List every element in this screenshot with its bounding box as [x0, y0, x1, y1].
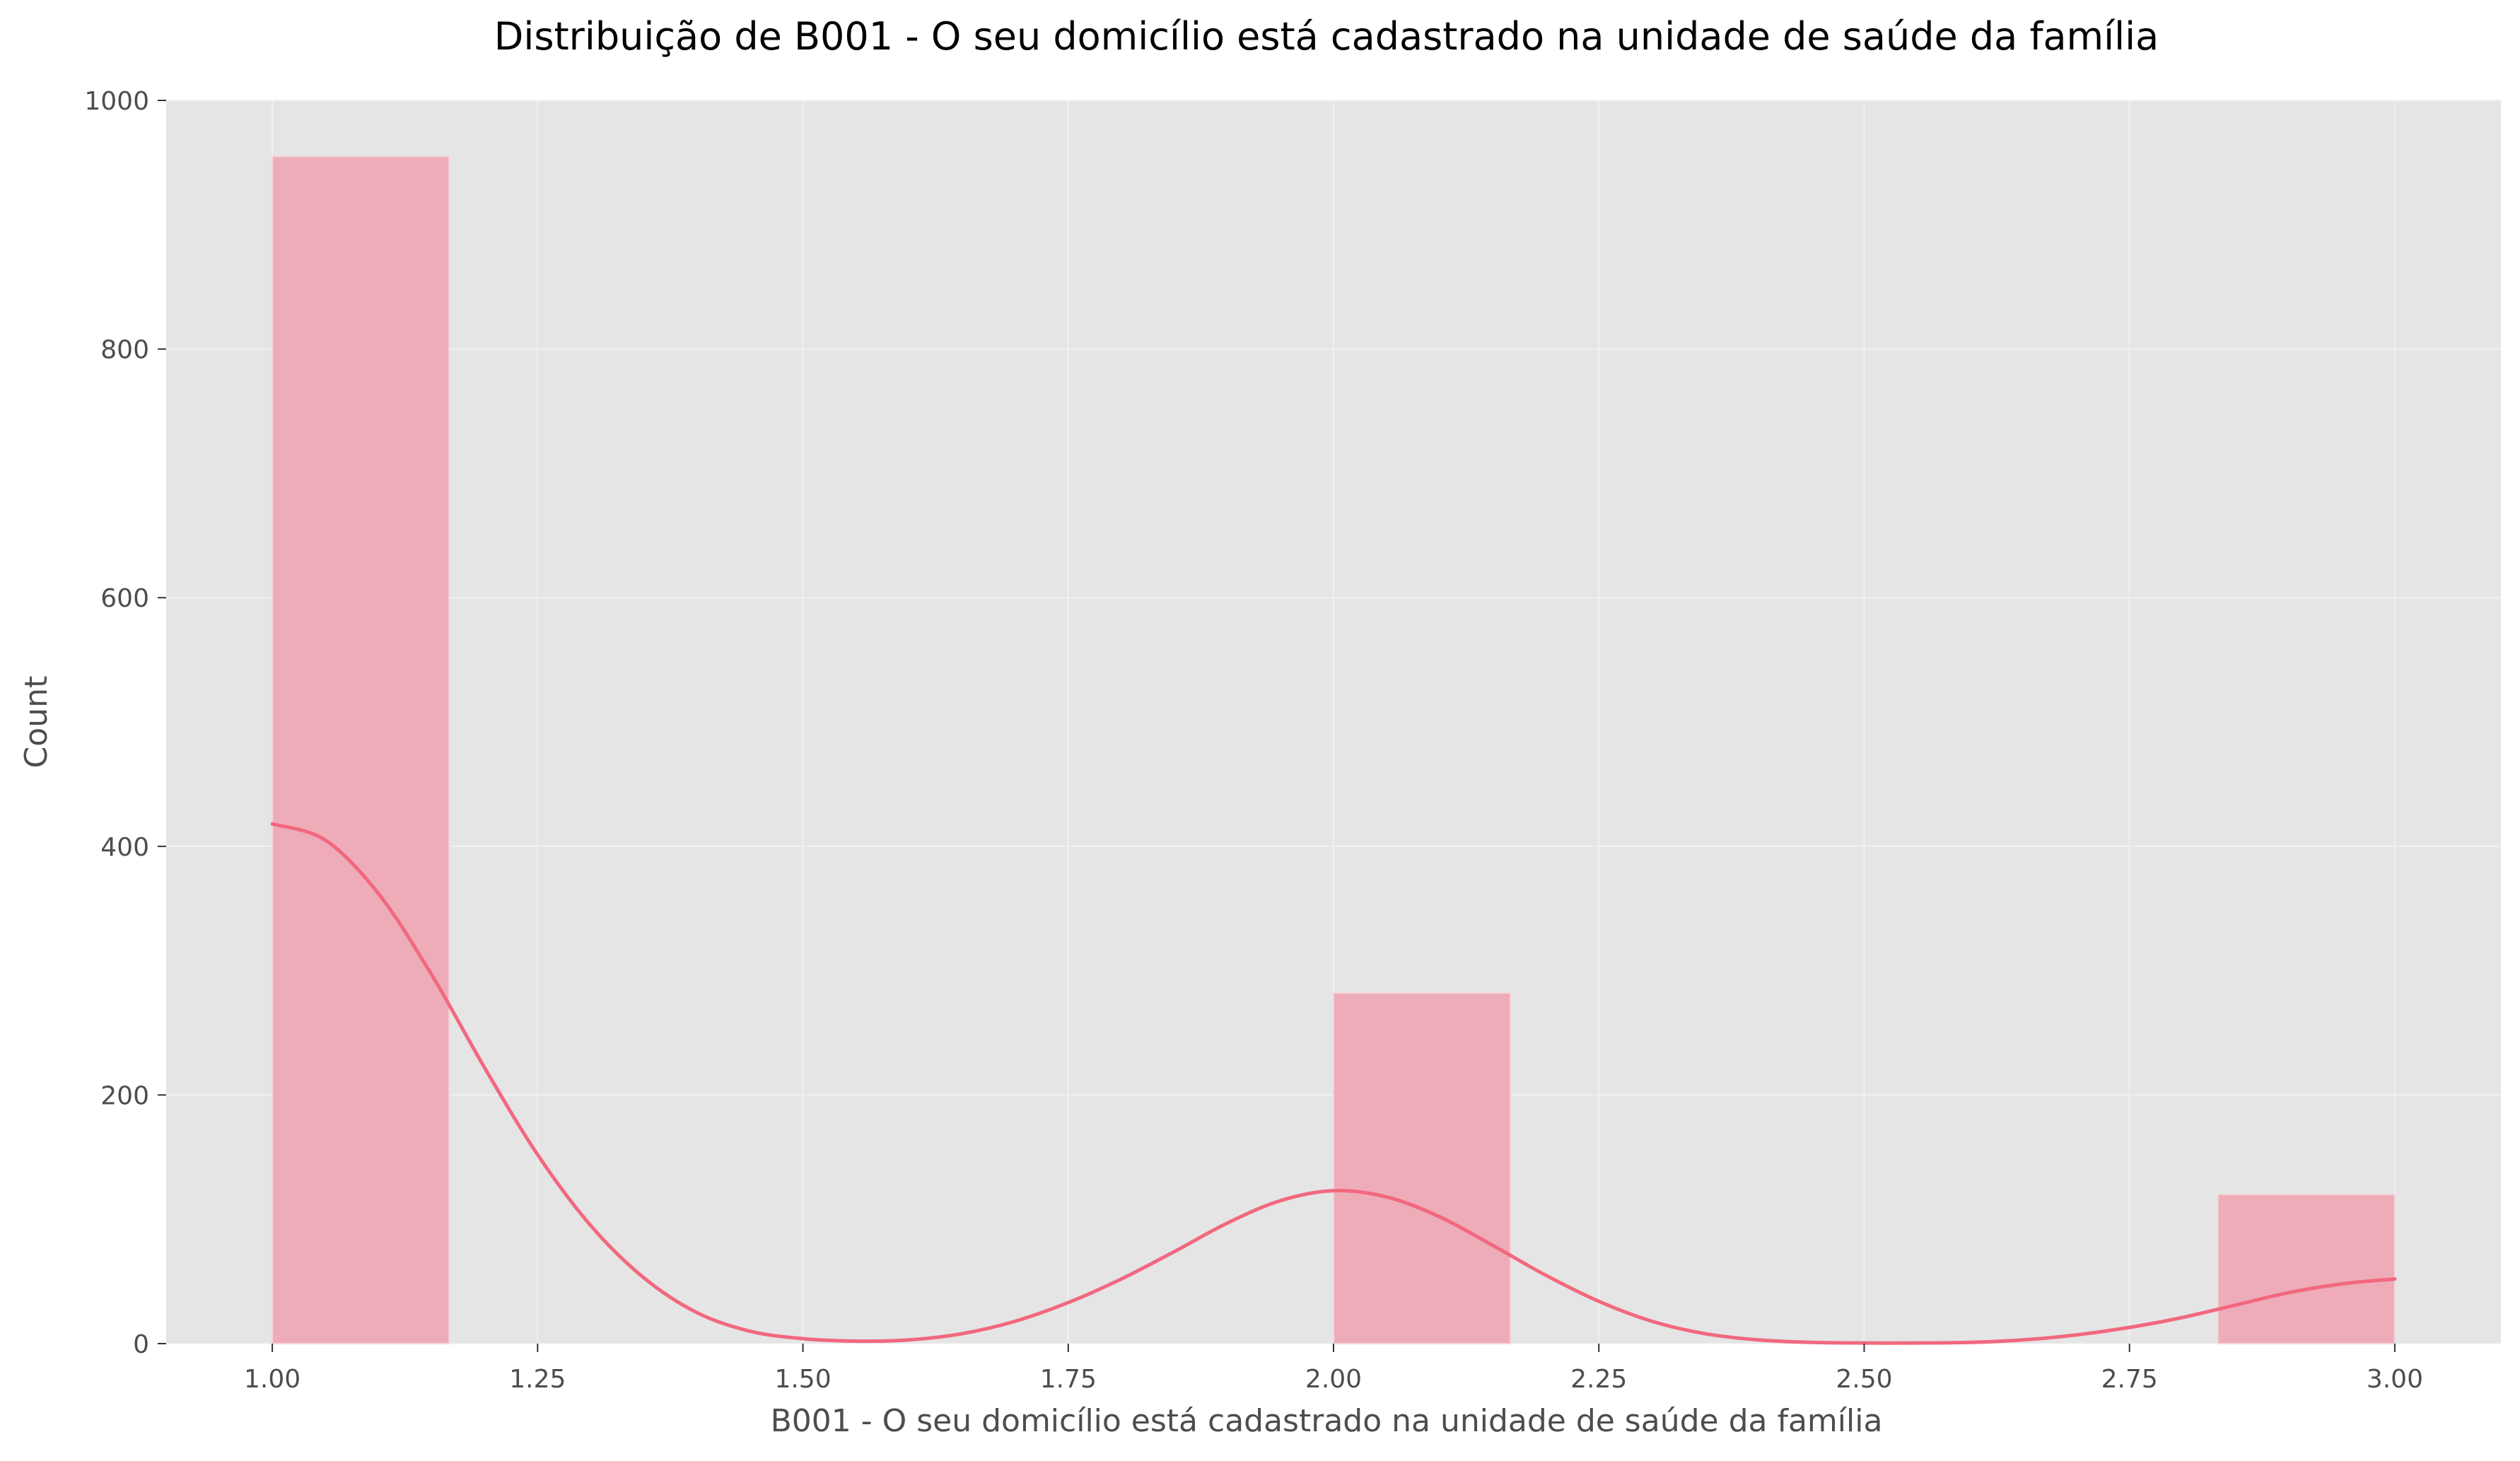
- y-tick-label: 800: [100, 336, 149, 365]
- kde-curve-group: [270, 822, 2397, 1345]
- x-tick-label: 1.00: [244, 1365, 301, 1394]
- x-tick-label: 2.75: [2101, 1365, 2158, 1394]
- histogram-bar: [1333, 992, 1512, 1345]
- y-tick-label: 400: [100, 833, 149, 862]
- x-tick-label: 2.25: [1570, 1365, 1627, 1394]
- chart-title: Distribuição de B001 - O seu domicílio e…: [494, 14, 2159, 59]
- y-tick-label: 0: [133, 1330, 149, 1359]
- y-axis-label: Count: [18, 676, 54, 769]
- x-tick-label: 1.75: [1040, 1365, 1097, 1394]
- histogram-bars: [272, 156, 2396, 1345]
- x-tick-label: 2.00: [1305, 1365, 1362, 1394]
- x-axis-label: B001 - O seu domicílio está cadastrado n…: [771, 1403, 1883, 1439]
- y-tick-label: 600: [100, 584, 149, 613]
- x-tick-label: 1.50: [774, 1365, 831, 1394]
- x-tick-label: 1.25: [509, 1365, 566, 1394]
- y-tick-label: 200: [100, 1081, 149, 1110]
- histogram-bar: [272, 156, 450, 1345]
- x-tick-label: 3.00: [2367, 1365, 2423, 1394]
- y-tick-label: 1000: [84, 87, 149, 116]
- kde-line: [270, 822, 2397, 1345]
- x-tick-label: 2.50: [1836, 1365, 1892, 1394]
- x-axis-ticks: 1.00 1.25 1.50 1.75 2.00 2.25 2.50 2.75 3.00: [244, 1344, 2423, 1394]
- y-axis-ticks: 0 200 400 600 800 1000: [84, 87, 166, 1359]
- histogram-bar: [2217, 1194, 2396, 1345]
